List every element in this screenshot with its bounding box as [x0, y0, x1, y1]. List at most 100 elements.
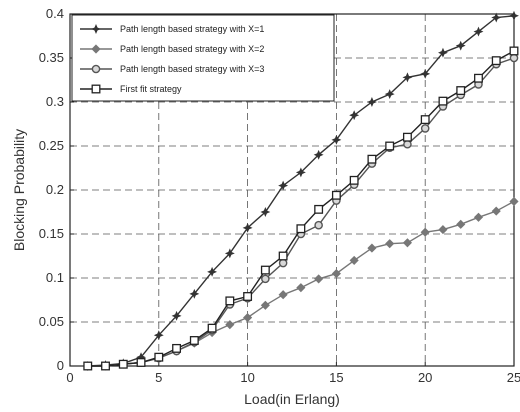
data-point [403, 139, 412, 149]
legend-marker [91, 64, 101, 74]
data-point [420, 227, 430, 237]
data-point [171, 310, 182, 321]
data-point [366, 97, 377, 107]
data-point [83, 361, 93, 371]
data-point [243, 292, 253, 301]
x-tick-label: 20 [418, 370, 432, 385]
data-point [509, 10, 519, 21]
data-point [278, 180, 289, 191]
data-point [420, 124, 430, 133]
data-point [473, 26, 484, 37]
data-point [242, 222, 253, 233]
data-point [295, 167, 306, 178]
data-point [349, 255, 359, 265]
x-tick-label: 10 [240, 370, 254, 385]
x-axis-label: Load(in Erlang) [244, 391, 340, 407]
data-point [509, 46, 519, 56]
data-point [438, 225, 448, 235]
data-point [260, 300, 270, 310]
data-point [491, 12, 502, 23]
x-tick-label: 0 [66, 370, 73, 385]
data-point [331, 134, 342, 145]
data-point [473, 212, 484, 222]
legend-marker [91, 84, 101, 94]
data-point [314, 274, 324, 284]
data-point [224, 248, 235, 259]
data-point [153, 330, 164, 341]
data-point [384, 89, 395, 100]
y-axis-label: Blocking Probability [11, 129, 27, 251]
legend-entry: Path length based strategy with X=2 [80, 44, 264, 54]
legend-marker [91, 44, 101, 54]
legend: Path length based strategy with X=1 Path … [71, 14, 335, 102]
legend-label: Path length based strategy with X=3 [120, 64, 264, 74]
x-axis-ticks: 0 5 10 15 20 25 [66, 362, 520, 385]
data-point [261, 274, 270, 284]
y-tick-label: 0.2 [46, 182, 64, 197]
data-point [278, 290, 288, 300]
y-tick-label: 0.35 [39, 50, 64, 65]
data-point [456, 86, 466, 96]
legend-entry: First fit strategy [80, 84, 182, 94]
legend-label: Path length based strategy with X=1 [120, 24, 264, 34]
data-point [438, 96, 448, 106]
y-tick-label: 0.1 [46, 270, 64, 285]
data-point [207, 266, 218, 277]
data-point [509, 53, 519, 63]
y-tick-label: 0.4 [46, 6, 64, 21]
data-point [314, 220, 323, 230]
data-point [367, 154, 377, 164]
data-point [136, 358, 146, 367]
legend-marker [91, 24, 101, 34]
data-point [118, 359, 128, 369]
data-point [491, 56, 501, 66]
data-point [331, 190, 341, 200]
y-tick-label: 0.05 [39, 314, 64, 329]
data-point [349, 110, 360, 121]
legend-entry: Path length based strategy with X=1 [80, 24, 264, 34]
data-point [509, 196, 519, 207]
legend-entry: Path length based strategy with X=3 [80, 64, 264, 74]
data-point [331, 269, 341, 279]
data-point [189, 288, 200, 299]
data-point [296, 283, 306, 293]
data-point [402, 72, 413, 83]
data-point [438, 47, 448, 58]
data-point [260, 265, 270, 275]
data-point [474, 73, 483, 83]
data-point [420, 115, 430, 125]
y-tick-label: 0.15 [39, 226, 64, 241]
legend-label: First fit strategy [120, 84, 182, 94]
data-point [491, 206, 501, 216]
data-point [313, 149, 324, 160]
data-point [367, 243, 377, 253]
data-point [349, 175, 359, 185]
data-point [154, 352, 164, 362]
data-point [278, 258, 288, 268]
data-point [101, 361, 110, 371]
data-point [296, 224, 306, 234]
data-point [225, 320, 235, 330]
data-point [278, 251, 288, 261]
y-tick-label: 0.3 [46, 94, 64, 109]
legend-box [71, 14, 335, 102]
data-point [189, 336, 199, 345]
y-tick-label: 0.25 [39, 138, 64, 153]
data-point [455, 40, 466, 51]
data-point [456, 219, 466, 229]
data-point [385, 239, 395, 249]
x-tick-label: 15 [329, 370, 343, 385]
x-tick-label: 25 [507, 370, 520, 385]
series-4 [83, 46, 519, 371]
data-point [172, 343, 182, 353]
data-point [402, 132, 412, 142]
series-layer [82, 10, 519, 371]
data-point [314, 204, 324, 214]
data-point [243, 313, 253, 323]
x-tick-label: 5 [155, 370, 162, 385]
data-point [402, 238, 413, 248]
y-axis-ticks: 0 0.05 0.1 0.15 0.2 0.25 0.3 0.35 0.4 [39, 6, 74, 373]
data-point [385, 141, 395, 151]
data-point [207, 323, 217, 333]
